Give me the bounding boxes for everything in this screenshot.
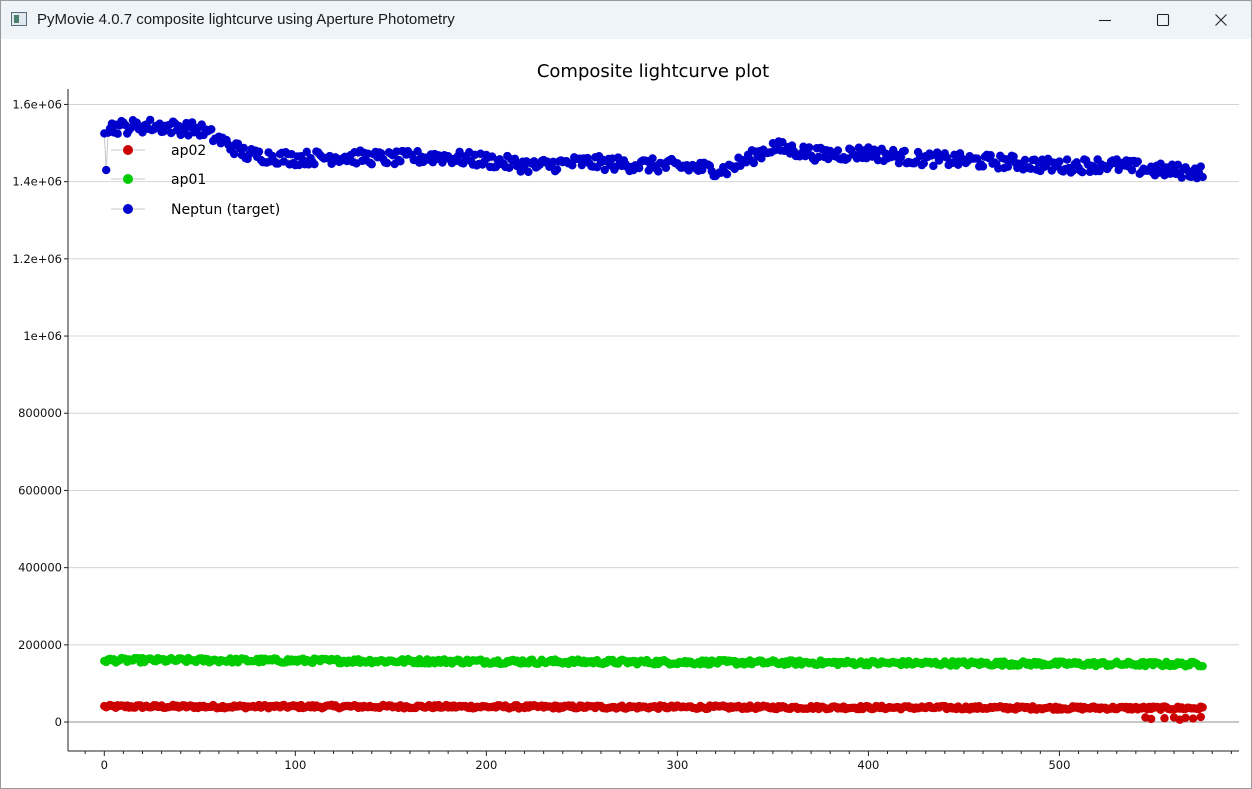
chart-title: Composite lightcurve plot — [537, 61, 769, 82]
data-point — [187, 118, 197, 127]
data-point — [804, 143, 814, 152]
data-point — [648, 154, 657, 163]
data-point — [986, 151, 995, 160]
close-icon — [1215, 14, 1227, 26]
legend-label: ap01 — [171, 172, 206, 188]
data-point — [757, 154, 766, 163]
data-point — [978, 162, 988, 171]
legend-marker — [123, 174, 133, 184]
data-point — [1196, 712, 1205, 722]
data-point — [654, 167, 663, 176]
data-point — [1188, 714, 1198, 723]
x-tick-label: 400 — [857, 758, 879, 772]
data-point — [1177, 173, 1186, 182]
axes: 0 200000 400000 600000 800000 1e+06 1.2e+06 1.4… — [12, 89, 1239, 772]
data-point — [1133, 157, 1142, 166]
series-ap01 — [100, 653, 1207, 671]
data-point — [634, 163, 644, 173]
data-point — [1062, 155, 1072, 164]
y-tick-label: 400000 — [18, 561, 62, 575]
title-bar[interactable]: PyMovie 4.0.7 composite lightcurve using… — [1, 1, 1251, 39]
data-point — [1127, 165, 1137, 175]
legend-item: ap01 — [111, 172, 206, 188]
window-title: PyMovie 4.0.7 composite lightcurve using… — [37, 11, 455, 28]
data-point — [396, 157, 405, 166]
y-tick-label: 0 — [55, 715, 62, 729]
data-point — [1020, 155, 1030, 165]
data-point — [113, 129, 122, 138]
data-point — [577, 160, 587, 170]
data-point — [919, 159, 928, 168]
data-point — [207, 125, 216, 134]
legend-marker — [123, 145, 133, 155]
y-tick-label: 1.2e+06 — [12, 252, 62, 266]
y-tick-label: 1.6e+06 — [12, 97, 62, 111]
legend-item: ap02 — [111, 143, 206, 159]
grid-lines — [68, 103, 1239, 723]
data-point — [1078, 168, 1087, 177]
data-point — [524, 167, 533, 177]
maximize-button[interactable] — [1134, 1, 1192, 39]
data-point — [1160, 713, 1169, 723]
data-point — [505, 163, 514, 173]
series-neptun-target- — [100, 115, 1207, 183]
data-point — [1198, 172, 1207, 182]
x-tick-label: 100 — [284, 758, 306, 772]
minimize-button[interactable] — [1076, 1, 1134, 39]
y-tick-label: 1.4e+06 — [12, 175, 62, 189]
data-point — [229, 149, 239, 159]
data-point — [929, 161, 938, 171]
data-point — [833, 146, 843, 155]
maximize-icon — [1156, 13, 1170, 27]
y-tick-label: 600000 — [18, 483, 62, 497]
data-point — [600, 165, 609, 175]
data-point — [1055, 157, 1064, 166]
app-window-icon — [11, 12, 27, 26]
x-tick-label: 300 — [666, 758, 688, 772]
x-tick-label: 500 — [1048, 758, 1070, 772]
data-point — [778, 137, 787, 147]
data-point — [367, 160, 376, 169]
data-point — [749, 158, 758, 168]
data-point — [722, 169, 732, 179]
data-point — [254, 147, 264, 156]
legend-marker — [123, 204, 133, 214]
x-tick-label: 0 — [101, 758, 108, 772]
y-tick-label: 1e+06 — [23, 329, 62, 343]
data-point — [145, 115, 155, 125]
legend: ap02 ap01 Neptun (target) — [111, 143, 280, 218]
data-point — [900, 146, 909, 156]
legend-label: ap02 — [171, 143, 206, 159]
data-point — [102, 165, 111, 175]
data-point — [661, 163, 671, 173]
data-point — [302, 147, 311, 157]
data-point — [239, 143, 248, 153]
data-point — [310, 160, 319, 169]
data-point — [568, 161, 577, 170]
data-point — [552, 165, 562, 174]
data-point — [1146, 714, 1156, 724]
data-point — [455, 147, 464, 157]
minimize-icon — [1099, 19, 1111, 22]
legend-label: Neptun (target) — [171, 202, 280, 218]
data-point — [382, 158, 392, 168]
data-point — [1196, 162, 1205, 171]
data-series — [100, 115, 1207, 724]
data-point — [1181, 713, 1190, 722]
x-tick-label: 200 — [475, 758, 497, 772]
legend-item: Neptun (target) — [111, 202, 280, 218]
data-point — [1198, 703, 1207, 712]
data-point — [1198, 661, 1207, 671]
y-tick-label: 200000 — [18, 638, 62, 652]
series-ap02 — [100, 700, 1207, 724]
close-button[interactable] — [1192, 1, 1250, 39]
lightcurve-plot[interactable]: Composite lightcurve plot 0 200000 400000 6… — [1, 39, 1251, 788]
y-tick-label: 800000 — [18, 406, 62, 420]
